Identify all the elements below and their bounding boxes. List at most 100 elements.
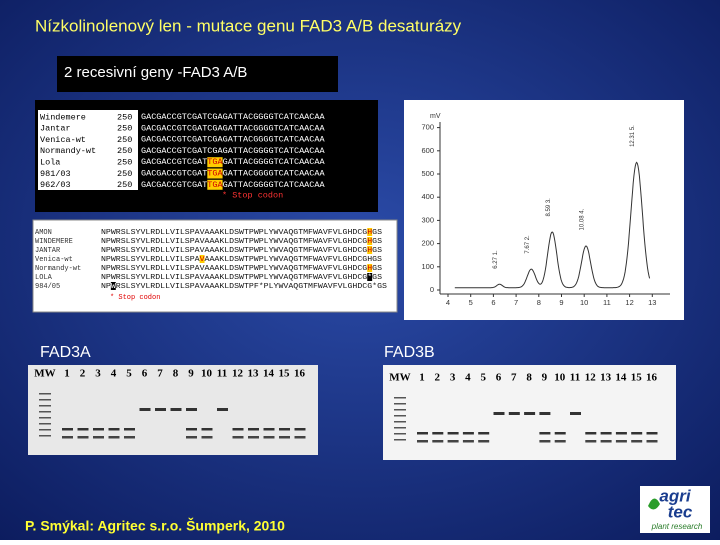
dna-names-bg (38, 110, 138, 190)
row-name: AMON (35, 229, 52, 237)
sequence-part: H (367, 247, 372, 255)
lane-label: 12 (232, 368, 244, 380)
ladder-band (394, 397, 406, 399)
lane-label: 12 (585, 372, 597, 384)
band (631, 440, 643, 443)
band (554, 440, 566, 443)
sequence: GACGACCGTCGATCGAGATTACGGGGTCATCAACAA (141, 112, 325, 122)
band (478, 432, 490, 435)
sequence-part: TGA (207, 157, 223, 167)
band (600, 432, 612, 435)
band (600, 440, 612, 443)
band (124, 436, 135, 439)
ladder-band (394, 433, 406, 435)
lane-label: 15 (631, 372, 643, 384)
y-tick-label: 400 (421, 192, 434, 201)
band (294, 428, 306, 431)
sequence-part: H (367, 229, 372, 237)
sequence-part: GATTACGGGGTCATCAACAA (223, 146, 326, 156)
band (232, 428, 244, 431)
lane-label: 7 (157, 368, 163, 380)
band (186, 408, 197, 411)
ladder-band (39, 393, 51, 395)
x-tick-label: 9 (559, 298, 563, 307)
row-name: 962/03 (40, 180, 71, 190)
sequence: GACGACCGTCGATTGAGATTACGGGGTCATCAACAA (141, 169, 325, 179)
row-name: Normandy-wt (40, 146, 96, 156)
y-tick-label: 200 (421, 239, 434, 248)
band (508, 412, 520, 415)
sequence: NPWRSLSYVLRDLLVILSPAVAAAKLDSWTPWPLYWVAQG… (101, 229, 382, 237)
lane-label: 14 (263, 368, 275, 380)
peak-label: 6.27 1. (493, 250, 499, 269)
sequence-part: GACGACCGTCGAT (141, 169, 207, 179)
lane-label: 16 (294, 368, 306, 380)
lane-label: 8 (526, 372, 532, 384)
band (294, 436, 306, 439)
highlight (367, 228, 373, 236)
highlight (110, 282, 116, 290)
lane-label: 7 (511, 372, 517, 384)
row-name: LOLA (35, 274, 53, 282)
sequence: NPWRSLSYVLRDLLVILSPAVAAAKLDSWTPF*PLYWVAQ… (101, 283, 387, 291)
band (462, 440, 474, 443)
row-name: JANTAR (35, 247, 61, 255)
sequence: GACGACCGTCGATTGAGATTACGGGGTCATCAACAA (141, 157, 325, 167)
sequence-part: GACGACCGTCGAT (141, 135, 207, 145)
band (139, 408, 151, 411)
ladder-band (394, 427, 406, 429)
row-name: Venica-wt (40, 135, 86, 145)
lane-label: 5 (126, 368, 132, 380)
sequence-part: GATTACGGGGTCATCAACAA (223, 135, 326, 145)
lane-label: 11 (217, 368, 227, 380)
band (201, 436, 213, 439)
sequence-part: TGA (207, 169, 223, 179)
band (539, 412, 551, 415)
ladder-band (394, 439, 406, 441)
band (279, 428, 290, 431)
footer: P. Smýkal: Agritec s.r.o. Šumperk, 2010 (25, 517, 285, 534)
band (108, 436, 120, 439)
band (155, 408, 166, 411)
sequence-part: GATTACGGGGTCATCAACAA (223, 180, 326, 190)
peak-label: 8.59 3. (546, 198, 552, 217)
x-tick-label: 11 (603, 298, 611, 307)
lane-label: 6 (142, 368, 148, 380)
logo-box (640, 486, 710, 533)
gel-title: FAD3A (40, 344, 91, 361)
row-name: WINDEMERE (35, 238, 73, 246)
band (62, 428, 73, 431)
band (646, 440, 658, 443)
band (646, 432, 658, 435)
peak-label: 7.67 2. (525, 235, 531, 254)
sequence: NPWRSLSYVLRDLLVILSPAVAAAKLDSWTPWPLYWVAQG… (101, 265, 382, 273)
sequence-part: GACGACCGTCGAT (141, 146, 207, 156)
ladder-band (394, 403, 406, 405)
sequence-part: W (111, 283, 117, 291)
highlight (367, 237, 373, 245)
band (432, 432, 444, 435)
lane-label: 5 (480, 372, 486, 384)
y-tick-label: 500 (421, 169, 434, 178)
sequence-part: GACGACCGTCGAT (141, 157, 207, 167)
sequence: GACGACCGTCGATCGAGATTACGGGGTCATCAACAA (141, 124, 325, 134)
band (263, 436, 275, 439)
sequence-part: RSLSYVLRDLLVILSPAVAAAKLDSWTPF*PLYWVAQGTM… (116, 283, 387, 291)
sequence-part: GACGACCGTCGAT (141, 124, 207, 134)
row-name: Windemere (40, 112, 86, 122)
sequence-part: NPWRSLSYVLRDLLVILSPAVAAAKLDSWTPWPLYWVAQG… (101, 247, 367, 255)
band (493, 412, 505, 415)
sequence: GACGACCGTCGATCGAGATTACGGGGTCATCAACAA (141, 146, 325, 156)
lane-label: 13 (600, 372, 612, 384)
row-name: Venica-wt (35, 256, 73, 264)
row-pos: 250 (117, 180, 132, 190)
sequence-part: V (200, 256, 206, 264)
band (585, 440, 597, 443)
sequence-part: NPWRSLSYVLRDLLVILSPAVAAAKLDSWTPWPLYWVAQG… (101, 229, 367, 237)
band (201, 428, 213, 431)
band (77, 428, 89, 431)
lane-label: 4 (111, 368, 117, 380)
y-tick-label: 300 (421, 215, 434, 224)
sequence: GACGACCGTCGATTGAGATTACGGGGTCATCAACAA (141, 180, 325, 190)
logo-text: agri (659, 486, 691, 505)
